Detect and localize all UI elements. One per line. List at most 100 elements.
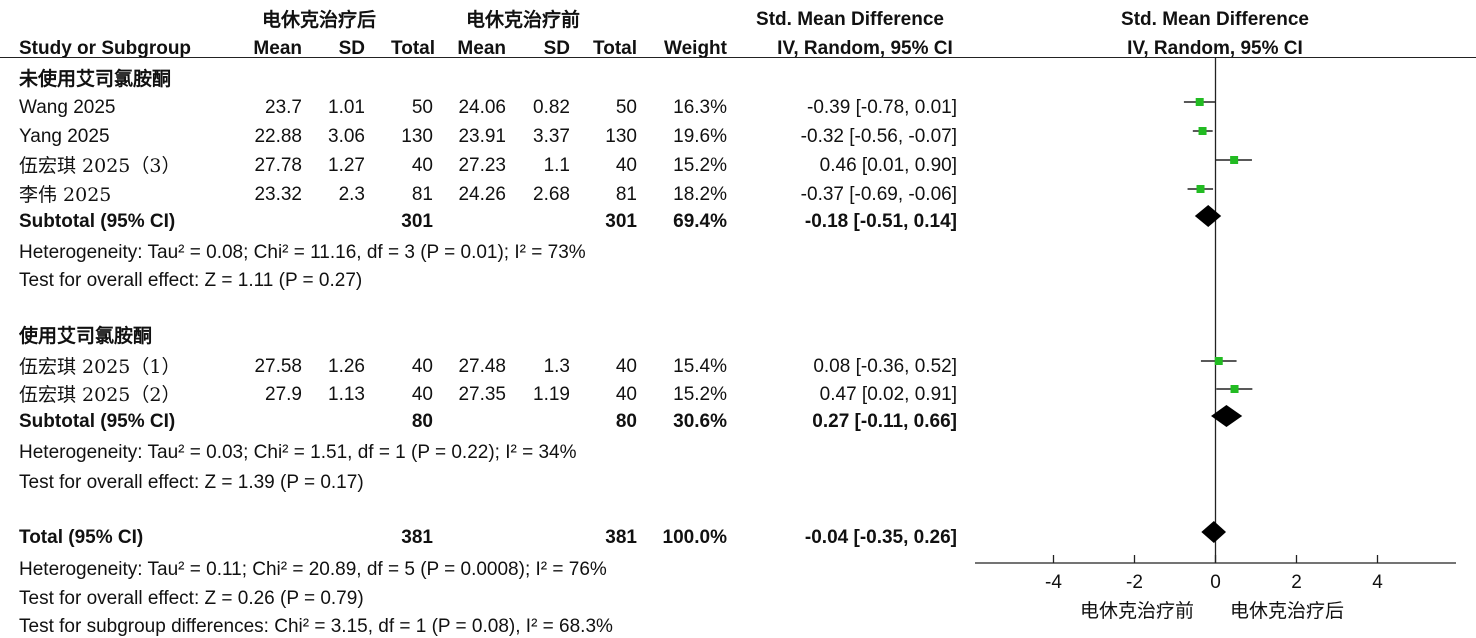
total-ctl: 40 [615,384,637,405]
smd-ci: 0.47 [0.02, 0.91] [819,384,957,405]
x-tick-label: -4 [1045,572,1062,593]
subtotal-weight: 30.6% [673,411,727,432]
summary-diamond [1211,405,1243,427]
group-experimental-header: 电休克治疗后 [262,9,377,31]
total-overall-effect-text: Test for overall effect: Z = 0.26 (P = 0… [19,588,364,609]
subgroup-title: 未使用艾司氯胺酮 [19,68,172,90]
smd-ci: 0.46 [0.01, 0.90] [819,155,957,176]
total-total-ctl: 381 [605,527,637,548]
mean-ctl: 24.26 [458,184,506,205]
weight: 18.2% [673,184,727,205]
mean-exp: 27.78 [254,155,302,176]
plot-header-method: IV, Random, 95% CI [1127,38,1303,59]
mean-ctl: 27.35 [458,384,506,405]
total-ctl: 40 [615,356,637,377]
total-exp: 130 [401,126,433,147]
total-total-exp: 381 [401,527,433,548]
plot-header-title: Std. Mean Difference [1121,9,1309,30]
weight: 15.2% [673,155,727,176]
mean-ctl: 23.91 [458,126,506,147]
subtotal-weight: 69.4% [673,211,727,232]
col-weight-header: Weight [664,38,727,59]
heterogeneity-text: Heterogeneity: Tau² = 0.03; Chi² = 1.51,… [19,442,577,463]
col-sd-ctl-header: SD [543,38,570,59]
subtotal-ci: 0.27 [-0.11, 0.66] [812,411,957,432]
total-ctl: 40 [615,155,637,176]
total-exp: 40 [411,384,433,405]
total-ctl: 130 [605,126,637,147]
heterogeneity-text: Heterogeneity: Tau² = 0.08; Chi² = 11.16… [19,242,586,263]
header-rule [0,57,1476,58]
study-point-marker [1196,185,1205,193]
weight: 19.6% [673,126,727,147]
total-exp: 40 [411,356,433,377]
mean-ctl: 24.06 [458,97,506,118]
x-tick-label: 0 [1210,572,1221,593]
sd-ctl: 1.1 [543,155,570,176]
subtotal-total-ctl: 80 [615,411,637,432]
study-name: 伍宏琪 2025（1） [19,356,181,378]
total-exp: 50 [411,97,433,118]
mean-exp: 23.32 [254,184,302,205]
study-name: Yang 2025 [19,126,110,147]
sd-exp: 1.13 [328,384,365,405]
smd-header-title: Std. Mean Difference [756,9,944,30]
favours-left-label: 电休克治疗前 [1080,600,1195,622]
total-heterogeneity-text: Heterogeneity: Tau² = 0.11; Chi² = 20.89… [19,559,607,580]
col-mean-ctl-header: Mean [457,38,506,59]
subtotal-total-exp: 301 [401,211,433,232]
subtotal-label: Subtotal (95% CI) [19,211,176,232]
x-tick-label: -2 [1126,572,1143,593]
overall-effect-text: Test for overall effect: Z = 1.11 (P = 0… [19,270,363,291]
summary-diamond [1194,205,1222,227]
smd-ci: -0.37 [-0.69, -0.06] [800,184,957,205]
total-ci: -0.04 [-0.35, 0.26] [804,527,957,548]
subgroup-title: 使用艾司氯胺酮 [19,325,153,347]
col-mean-exp-header: Mean [253,38,302,59]
mean-ctl: 27.48 [458,356,506,377]
col-total-ctl-header: Total [593,38,637,59]
x-tick-label: 2 [1291,572,1302,593]
sd-exp: 1.27 [328,155,365,176]
group-control-header: 电休克治疗前 [466,9,581,31]
mean-exp: 23.7 [265,97,302,118]
sd-ctl: 0.82 [533,97,570,118]
favours-right-label: 电休克治疗后 [1230,600,1345,622]
col-total-exp-header: Total [391,38,435,59]
sd-ctl: 1.3 [543,356,570,377]
study-point-marker [1230,156,1239,164]
col-sd-exp-header: SD [338,38,365,59]
mean-exp: 27.58 [254,356,302,377]
study-point-marker [1214,357,1223,365]
study-name: 李伟 2025 [19,184,112,206]
smd-header-method: IV, Random, 95% CI [777,38,953,59]
total-exp: 40 [411,155,433,176]
mean-ctl: 27.23 [458,155,506,176]
sd-exp: 3.06 [328,126,365,147]
weight: 16.3% [673,97,727,118]
subtotal-total-ctl: 301 [605,211,637,232]
sd-exp: 1.26 [328,356,365,377]
total-ctl: 50 [615,97,637,118]
sd-exp: 1.01 [328,97,365,118]
total-ctl: 81 [615,184,637,205]
weight: 15.2% [673,384,727,405]
sd-ctl: 3.37 [533,126,570,147]
study-point-marker [1230,385,1239,393]
sd-ctl: 2.68 [533,184,570,205]
overall-effect-text: Test for overall effect: Z = 1.39 (P = 0… [19,472,364,493]
subtotal-label: Subtotal (95% CI) [19,411,176,432]
study-name: 伍宏琪 2025（2） [19,384,181,406]
total-weight: 100.0% [662,527,727,548]
weight: 15.4% [673,356,727,377]
study-point-marker [1195,98,1204,106]
study-point-marker [1198,127,1207,135]
subgroup-differences-text: Test for subgroup differences: Chi² = 3.… [19,616,613,637]
x-tick-label: 4 [1372,572,1383,593]
subtotal-ci: -0.18 [-0.51, 0.14] [804,211,957,232]
subtotal-total-exp: 80 [411,411,433,432]
total-exp: 81 [411,184,433,205]
sd-ctl: 1.19 [533,384,570,405]
col-study-header: Study or Subgroup [19,38,192,59]
smd-ci: -0.32 [-0.56, -0.07] [800,126,957,147]
